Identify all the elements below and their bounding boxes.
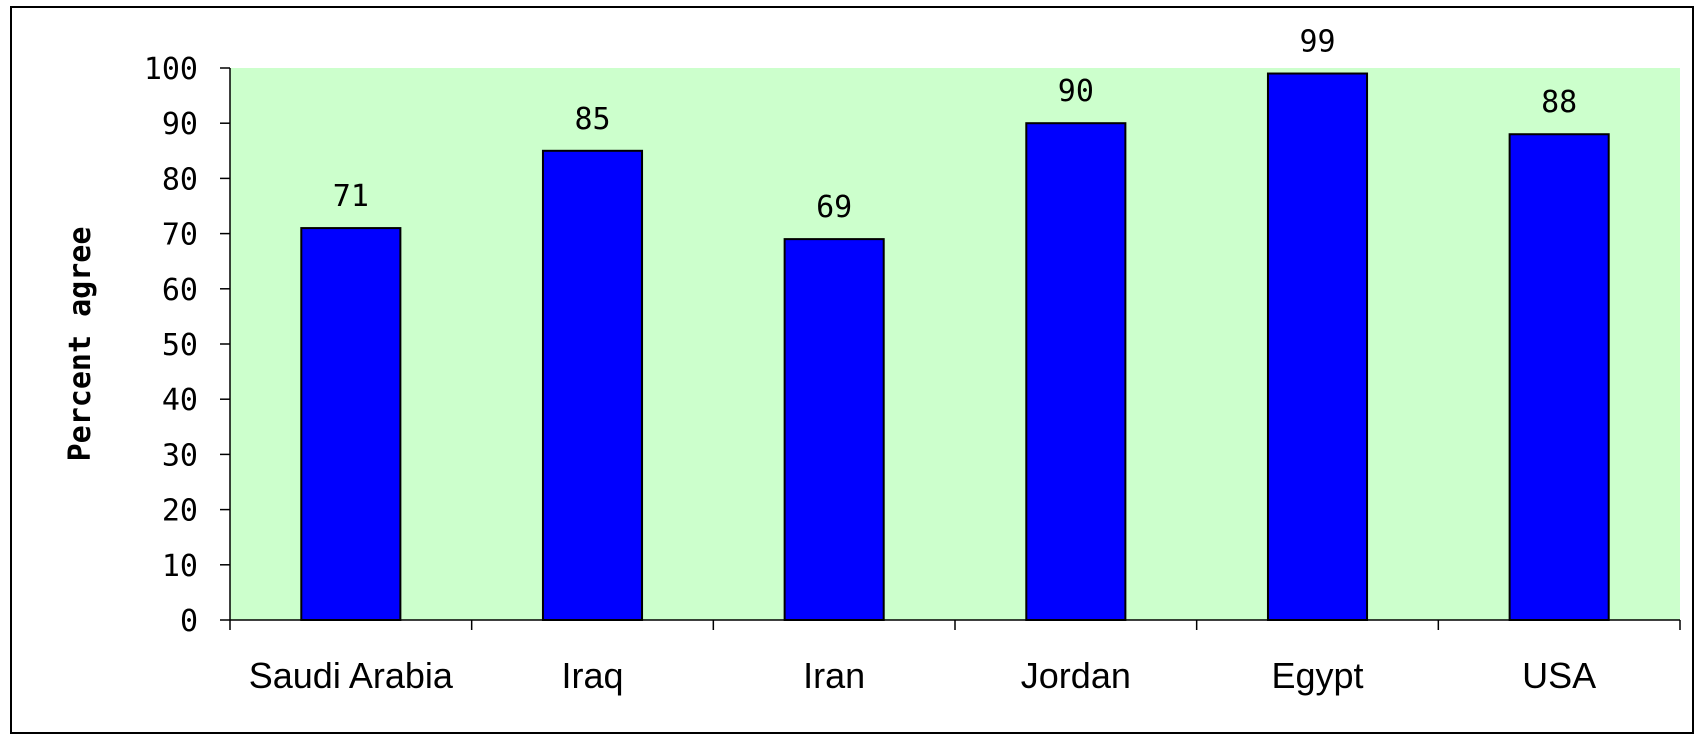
x-tick-label: Saudi Arabia bbox=[249, 655, 454, 696]
data-label: 99 bbox=[1299, 25, 1335, 60]
y-tick-label: 20 bbox=[162, 494, 198, 529]
x-tick-label: Iran bbox=[803, 655, 865, 696]
y-tick-label: 40 bbox=[162, 383, 198, 418]
bar-series bbox=[300, 72, 1610, 622]
bar bbox=[1025, 122, 1127, 621]
y-tick-label: 10 bbox=[162, 549, 198, 584]
bar bbox=[1508, 133, 1610, 622]
x-tick-label: Egypt bbox=[1271, 655, 1363, 696]
data-label: 88 bbox=[1541, 85, 1577, 120]
y-tick-label: 30 bbox=[162, 438, 198, 473]
y-tick-label: 0 bbox=[180, 604, 198, 639]
y-axis-title: Percent agree bbox=[63, 227, 98, 462]
y-axis: 0 10 20 30 40 50 60 70 80 90 100 bbox=[144, 52, 231, 639]
x-axis: Saudi Arabia Iraq Iran Jordan Egypt USA bbox=[229, 619, 1681, 696]
x-tick-label: Iraq bbox=[561, 655, 623, 696]
x-tick-label: Jordan bbox=[1021, 655, 1131, 696]
bar bbox=[300, 227, 402, 622]
y-tick-label: 60 bbox=[162, 273, 198, 308]
data-label: 90 bbox=[1058, 74, 1094, 109]
bar bbox=[1266, 72, 1369, 621]
y-tick-label: 50 bbox=[162, 328, 198, 363]
data-label: 69 bbox=[816, 190, 852, 225]
y-tick-label: 70 bbox=[162, 218, 198, 253]
data-label: 71 bbox=[333, 179, 369, 214]
x-tick-label: USA bbox=[1522, 655, 1596, 696]
y-tick-label: 100 bbox=[144, 52, 198, 87]
data-label: 85 bbox=[574, 102, 610, 137]
bar bbox=[783, 238, 885, 621]
y-tick-label: 80 bbox=[162, 162, 198, 197]
y-tick-label: 90 bbox=[162, 107, 198, 142]
bar bbox=[541, 149, 644, 622]
data-labels: 71 85 69 90 99 88 bbox=[333, 25, 1577, 226]
plot-area bbox=[230, 68, 1680, 620]
